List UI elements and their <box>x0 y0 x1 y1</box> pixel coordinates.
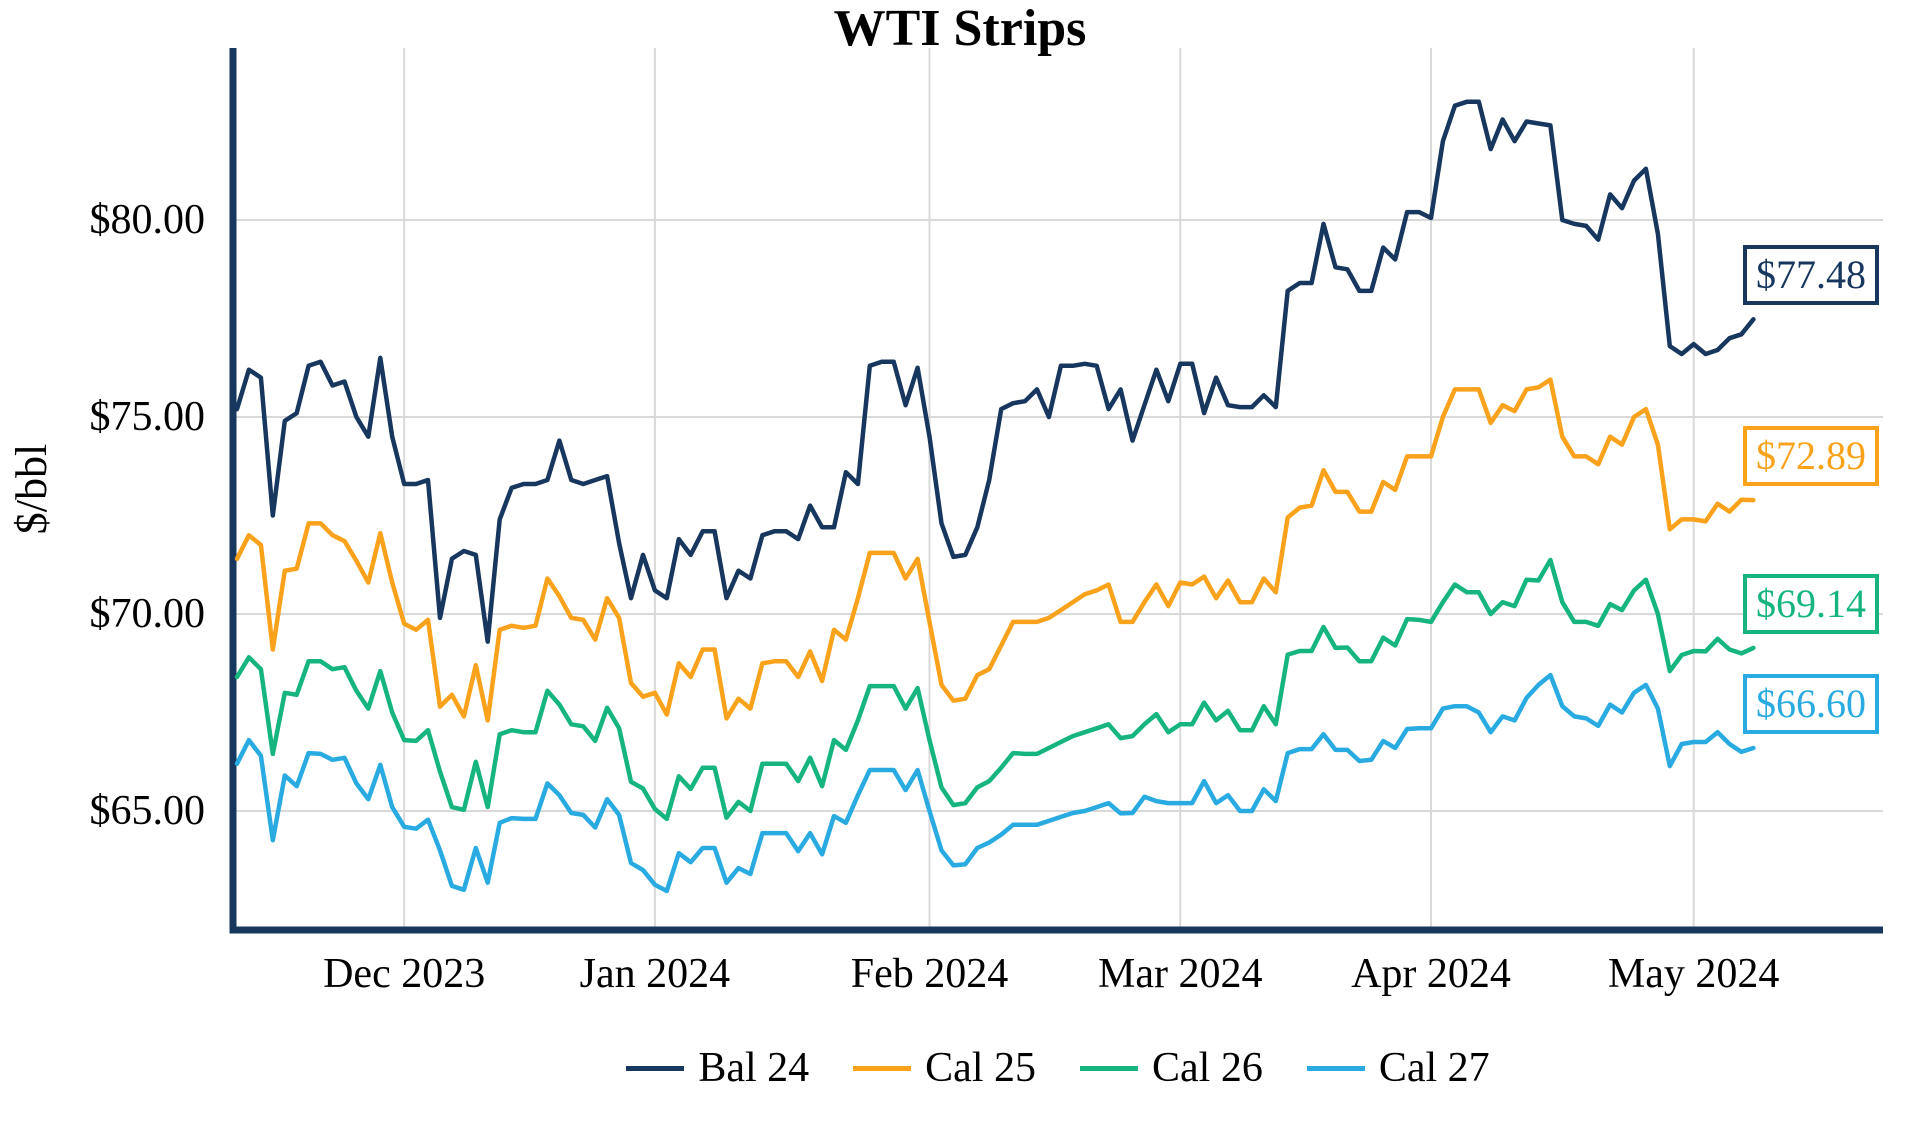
legend-item-cal-25: Cal 25 <box>853 1042 1036 1094</box>
legend-label: Cal 25 <box>925 1045 1036 1091</box>
x-tick-label: Jan 2024 <box>579 951 731 997</box>
y-tick-label: $80.00 <box>89 197 206 243</box>
legend-label: Cal 27 <box>1378 1045 1490 1091</box>
series-line-cal-27 <box>234 672 1756 894</box>
chart-title: WTI Strips <box>833 0 1087 57</box>
series-line-cal-26 <box>234 557 1756 822</box>
legend-label: Bal 24 <box>698 1045 810 1091</box>
legend-item-cal-26: Cal 26 <box>1080 1042 1263 1094</box>
end-value-label-cal-25: $72.89 <box>1743 426 1879 487</box>
legend-label: Cal 26 <box>1152 1045 1263 1091</box>
end-value-label-cal-27: $66.60 <box>1743 673 1879 734</box>
legend-swatch-icon <box>853 1065 912 1071</box>
x-tick-label: Dec 2023 <box>323 951 486 997</box>
end-value-label-cal-26: $69.14 <box>1743 573 1879 634</box>
y-tick-label: $70.00 <box>89 591 206 637</box>
x-tick-label: Apr 2024 <box>1351 951 1511 997</box>
legend: Bal 24 Cal 25 Cal 26 Cal 27 <box>233 1038 1883 1098</box>
end-value-label-bal-24: $77.48 <box>1743 245 1879 306</box>
x-tick-label: May 2024 <box>1607 951 1780 997</box>
legend-item-bal-24: Bal 24 <box>626 1042 809 1094</box>
legend-swatch-icon <box>626 1065 685 1071</box>
x-tick-label: Feb 2024 <box>850 951 1009 997</box>
legend-swatch-icon <box>1306 1065 1365 1071</box>
legend-swatch-icon <box>1080 1065 1138 1071</box>
y-tick-label: $65.00 <box>89 788 206 834</box>
x-tick-label: Mar 2024 <box>1098 951 1263 997</box>
y-tick-label: $75.00 <box>89 394 206 440</box>
series-line-bal-24 <box>234 99 1756 644</box>
legend-item-cal-27: Cal 27 <box>1306 1042 1490 1094</box>
series-line-cal-25 <box>234 377 1756 723</box>
